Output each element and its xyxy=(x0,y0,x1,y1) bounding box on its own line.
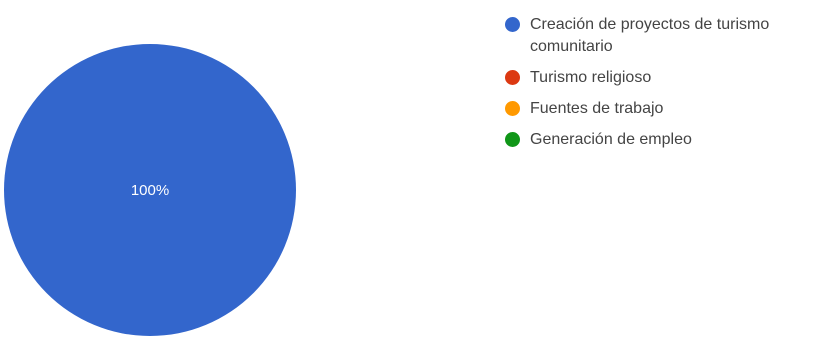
legend-label: Turismo religioso xyxy=(530,69,652,86)
legend-label: Fuentes de trabajo xyxy=(530,100,664,117)
legend-item: Creación de proyectos de turismo comunit… xyxy=(505,14,815,58)
legend-item: Fuentes de trabajo xyxy=(505,98,815,120)
pie-slices xyxy=(4,44,296,336)
pie-slice xyxy=(4,44,296,336)
legend-item: Turismo religioso xyxy=(505,67,815,89)
legend-label: Generación de empleo xyxy=(530,131,692,148)
legend-item: Generación de empleo xyxy=(505,129,815,151)
legend-label: Creación de proyectos de turismo comunit… xyxy=(530,16,770,55)
slice-data-label: 100% xyxy=(131,182,169,199)
chart-legend: Creación de proyectos de turismo comunit… xyxy=(505,14,815,160)
legend-swatch-icon xyxy=(505,17,520,32)
legend-swatch-icon xyxy=(505,132,520,147)
slice-labels: 100% xyxy=(131,182,169,199)
legend-swatch-icon xyxy=(505,101,520,116)
legend-swatch-icon xyxy=(505,70,520,85)
